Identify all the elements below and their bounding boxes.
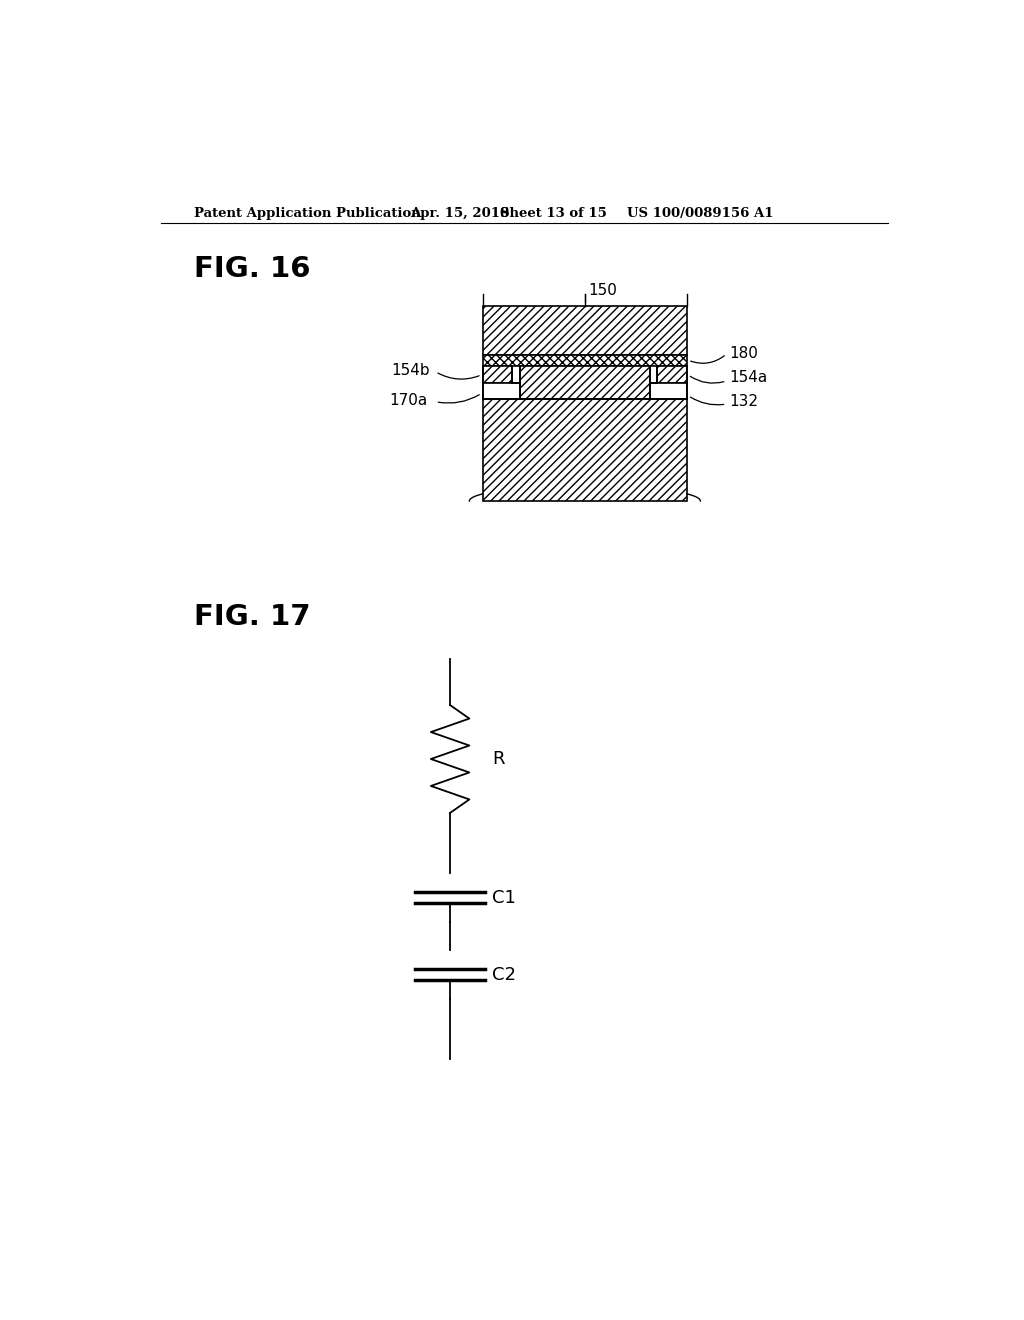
Bar bbox=[657, 366, 686, 383]
Text: Apr. 15, 2010: Apr. 15, 2010 bbox=[410, 207, 509, 220]
Bar bbox=[483, 400, 686, 502]
Bar bbox=[483, 366, 512, 383]
Bar bbox=[649, 383, 686, 400]
Text: FIG. 17: FIG. 17 bbox=[194, 602, 310, 631]
Text: Patent Application Publication: Patent Application Publication bbox=[194, 207, 421, 220]
Bar bbox=[483, 355, 686, 367]
Bar bbox=[483, 383, 520, 400]
Text: 154b: 154b bbox=[391, 363, 429, 378]
Text: 154a: 154a bbox=[729, 371, 767, 385]
Text: C2: C2 bbox=[493, 966, 516, 983]
Text: C1: C1 bbox=[493, 888, 516, 907]
Text: 170a: 170a bbox=[389, 392, 428, 408]
Text: 132: 132 bbox=[729, 395, 758, 409]
Bar bbox=[483, 306, 686, 355]
Text: R: R bbox=[493, 750, 505, 768]
Text: 150: 150 bbox=[588, 284, 616, 298]
Bar bbox=[520, 367, 649, 400]
Text: FIG. 16: FIG. 16 bbox=[194, 255, 310, 282]
Text: Sheet 13 of 15: Sheet 13 of 15 bbox=[500, 207, 607, 220]
Text: 180: 180 bbox=[729, 346, 758, 362]
Text: US 100/0089156 A1: US 100/0089156 A1 bbox=[628, 207, 774, 220]
